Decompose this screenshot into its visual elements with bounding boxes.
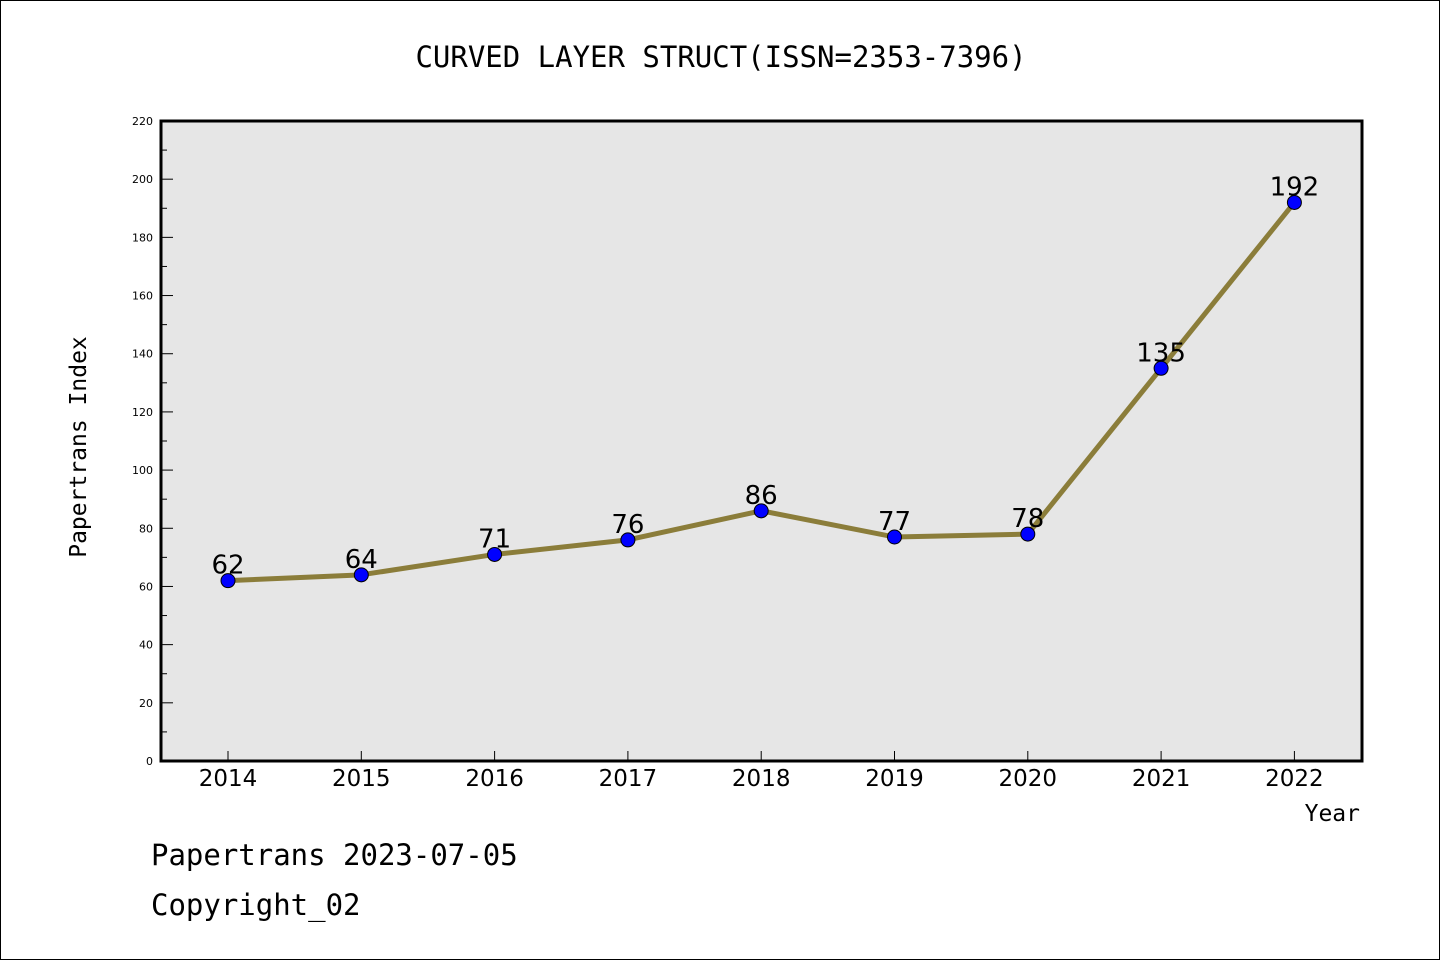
x-axis: 2014 2015 2016 2017 2018 2019 2020 2021 2022 <box>199 751 1324 792</box>
data-point <box>1286 194 1302 210</box>
data-point <box>1020 526 1036 542</box>
y-tick-label: 120 <box>132 406 153 419</box>
data-point <box>353 567 369 583</box>
data-label: 78 <box>1011 504 1044 534</box>
data-point <box>220 573 236 589</box>
x-tick-label: 2022 <box>1265 766 1324 792</box>
chart-title: CURVED LAYER STRUCT(ISSN=2353-7396) <box>415 40 1026 74</box>
data-label: 71 <box>478 524 511 554</box>
x-axis-label: Year <box>1305 801 1360 827</box>
y-tick-label: 20 <box>139 697 153 710</box>
data-points <box>220 194 1302 589</box>
data-label: 76 <box>611 510 644 540</box>
y-tick-label: 200 <box>132 173 153 186</box>
x-tick-label: 2018 <box>732 766 791 792</box>
data-point <box>487 546 503 562</box>
x-tick-label: 2015 <box>332 766 391 792</box>
data-label: 135 <box>1136 338 1186 368</box>
x-tick-label: 2021 <box>1132 766 1191 792</box>
y-tick-label: 160 <box>132 290 153 303</box>
data-label: 86 <box>745 481 778 511</box>
plot-area <box>159 119 1364 763</box>
data-label: 64 <box>345 545 378 575</box>
x-tick-label: 2014 <box>199 766 258 792</box>
data-point <box>887 529 902 545</box>
y-tick-label: 80 <box>139 522 153 535</box>
data-point <box>753 503 769 519</box>
data-point <box>1153 360 1169 376</box>
data-label: 192 <box>1270 172 1320 202</box>
x-tick-label: 2016 <box>465 766 524 792</box>
y-tick-label: 0 <box>146 755 153 768</box>
footer-date: Papertrans 2023-07-05 <box>151 838 518 872</box>
y-tick-label: 140 <box>132 348 153 361</box>
data-label: 62 <box>211 551 244 581</box>
y-tick-label: 40 <box>139 639 153 652</box>
y-tick-label: 100 <box>132 464 153 477</box>
y-axis-label: Papertrans Index <box>66 336 92 558</box>
footer-copyright: Copyright_02 <box>151 888 361 923</box>
y-tick-label: 220 <box>132 115 153 128</box>
y-axis: 0 20 40 60 80 100 120 140 160 180 200 220 <box>132 115 173 768</box>
y-tick-label: 180 <box>132 231 153 244</box>
data-labels: 62 64 71 76 86 77 78 135 192 <box>211 172 1319 580</box>
x-tick-label: 2017 <box>599 766 658 792</box>
data-label: 77 <box>878 507 911 537</box>
x-tick-label: 2019 <box>865 766 924 792</box>
data-point <box>620 532 636 548</box>
y-tick-label: 60 <box>139 580 153 593</box>
x-tick-label: 2020 <box>999 766 1058 792</box>
